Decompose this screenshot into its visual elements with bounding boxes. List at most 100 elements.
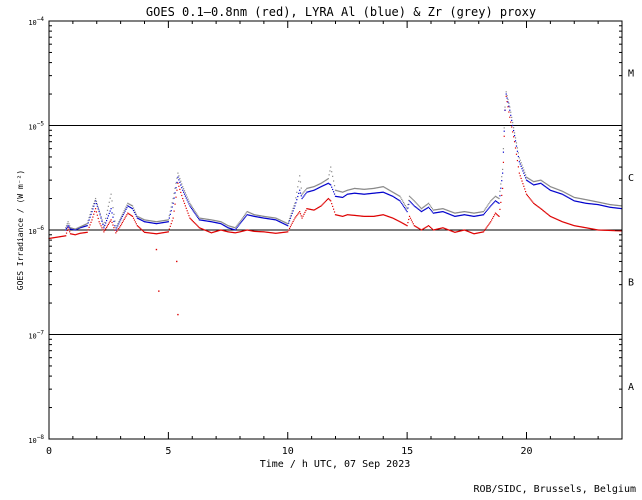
data-point-blue [306, 191, 308, 193]
data-point-grey [120, 215, 123, 217]
data-point-red [266, 231, 269, 233]
data-point-red [596, 229, 598, 231]
data-point-grey [325, 179, 328, 181]
data-point-blue [113, 220, 115, 223]
data-point-red [433, 229, 435, 231]
data-point-grey [101, 219, 103, 221]
data-point-grey [104, 221, 106, 224]
data-point-grey [459, 211, 461, 213]
data-point-red [256, 230, 258, 233]
data-point-blue [262, 217, 264, 219]
data-point-grey [416, 203, 418, 205]
data-point-grey [390, 190, 392, 192]
data-point-blue [611, 206, 613, 209]
data-point-red [183, 200, 185, 202]
data-point-grey [278, 219, 281, 221]
data-point-red [140, 228, 142, 230]
data-point-red [565, 222, 567, 224]
data-point-red [277, 232, 280, 234]
data-point-red [360, 215, 363, 217]
data-point-blue [329, 183, 331, 185]
data-point-grey [282, 220, 284, 223]
data-point-red [489, 222, 491, 224]
data-point-grey [350, 188, 352, 190]
data-point-blue [492, 202, 495, 204]
data-point-blue [582, 202, 585, 204]
data-point-blue [342, 196, 344, 199]
data-point-red [259, 231, 261, 233]
data-point-red [548, 215, 551, 217]
data-point-red [310, 208, 312, 211]
data-point-blue [406, 211, 408, 213]
data-point-red [128, 213, 130, 215]
data-point-red [513, 136, 515, 138]
data-point-red [270, 232, 272, 234]
data-point-grey [385, 187, 387, 189]
data-point-grey [301, 193, 303, 195]
data-point-grey [77, 227, 79, 229]
data-point-red [615, 230, 618, 232]
data-point-blue [332, 188, 334, 191]
data-point-red [548, 214, 550, 216]
data-point-red [344, 214, 347, 216]
data-point-red [388, 216, 390, 218]
data-point-red [542, 210, 545, 212]
data-point-grey [582, 198, 585, 200]
data-point-blue [87, 222, 89, 224]
data-point-red [269, 232, 271, 234]
data-point-blue [173, 197, 175, 199]
data-point-red [237, 231, 239, 233]
data-point-blue [272, 218, 274, 221]
data-point-red [253, 230, 255, 232]
data-point-blue [130, 206, 132, 209]
data-point-red [533, 202, 535, 204]
data-point-red [312, 209, 314, 211]
data-point-red [208, 231, 210, 233]
data-point-grey [384, 187, 386, 189]
data-point-grey [438, 208, 441, 210]
data-point-grey [121, 213, 124, 215]
data-point-grey [222, 222, 224, 224]
data-point-blue [182, 189, 184, 191]
data-point-grey [367, 188, 369, 190]
data-point-blue [576, 200, 578, 203]
y-tick-label: 10−7 [28, 330, 44, 341]
data-point-red [55, 236, 57, 238]
data-point-red [407, 221, 409, 224]
data-point-grey [277, 218, 279, 220]
data-point-grey [339, 190, 341, 193]
data-point-red [266, 231, 268, 233]
data-point-red [592, 228, 594, 230]
data-point-blue [190, 206, 192, 208]
data-point-blue [402, 205, 405, 207]
data-point-blue [309, 190, 312, 192]
data-point-grey [231, 226, 234, 228]
data-point-blue [335, 195, 337, 198]
data-point-blue [315, 188, 317, 190]
data-point-grey [231, 226, 233, 228]
data-point-blue [274, 219, 276, 221]
data-point-blue [110, 208, 112, 210]
data-point-red [273, 232, 275, 234]
data-point-red [363, 215, 365, 217]
data-point-grey [603, 202, 605, 204]
data-point-red [373, 215, 375, 217]
data-point-red [511, 126, 513, 128]
data-point-blue [284, 223, 286, 225]
data-point-red [380, 214, 382, 216]
data-point-red [154, 233, 157, 235]
data-point-red [355, 214, 357, 217]
data-point-grey [386, 188, 389, 190]
data-point-blue [560, 193, 562, 195]
data-point-grey [551, 186, 553, 188]
data-point-blue [505, 93, 507, 95]
data-point-red [261, 231, 263, 233]
data-point-blue [186, 199, 188, 201]
data-point-blue [266, 217, 268, 220]
data-point-grey [620, 205, 622, 207]
data-point-blue [375, 192, 377, 194]
data-point-grey [288, 220, 290, 222]
data-point-grey [601, 202, 603, 204]
data-point-blue [459, 214, 461, 217]
data-point-grey [178, 175, 180, 177]
